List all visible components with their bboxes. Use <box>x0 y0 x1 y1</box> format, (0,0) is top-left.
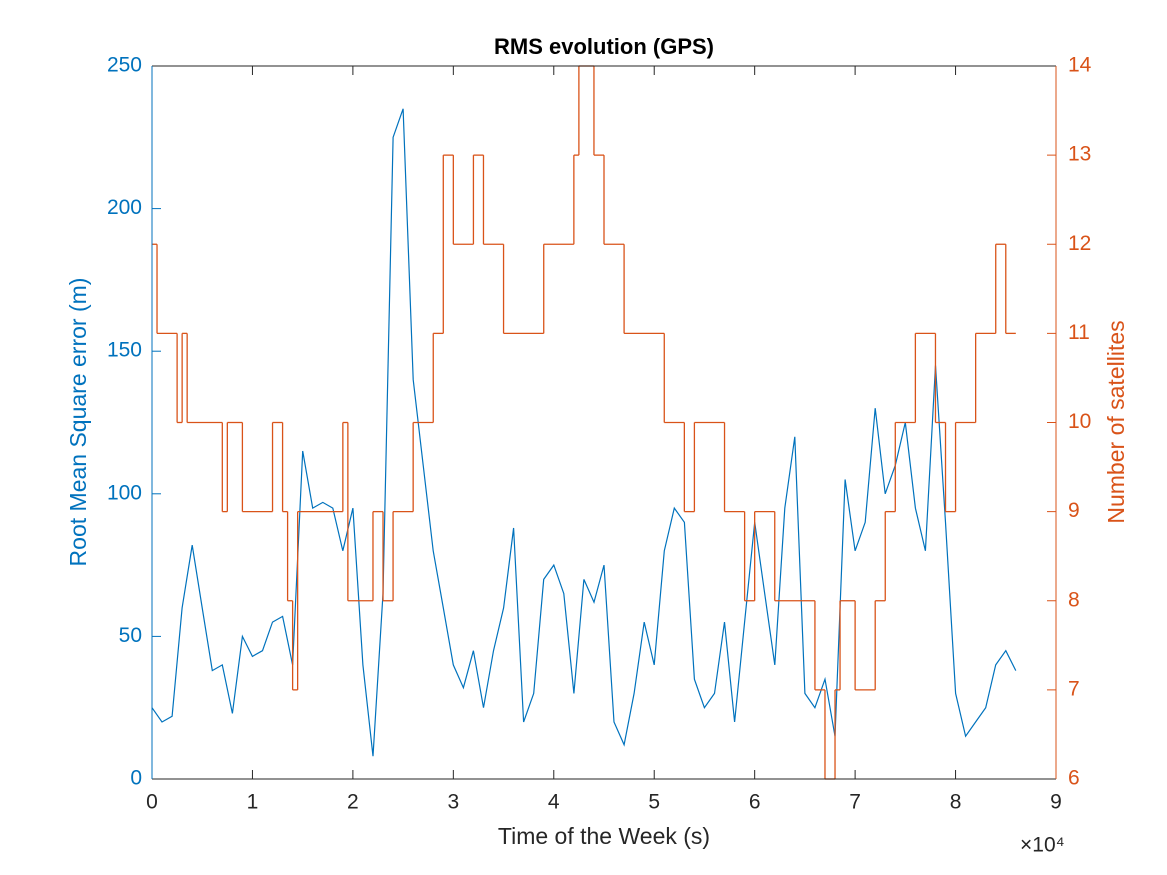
y2-tick-label: 6 <box>1068 767 1080 790</box>
x-multiplier: ×10⁴ <box>1020 834 1065 857</box>
x-tick-label: 7 <box>849 791 861 814</box>
y2-axis-label: Number of satellites <box>1103 320 1129 523</box>
y2-tick-label: 7 <box>1068 677 1080 700</box>
y-tick-label: 200 <box>107 196 142 219</box>
x-tick-label: 0 <box>146 791 158 814</box>
x-tick-label: 1 <box>247 791 259 814</box>
y2-tick-label: 11 <box>1068 321 1090 344</box>
y2-tick-label: 8 <box>1068 588 1080 611</box>
x-tick-label: 4 <box>548 791 560 814</box>
x-tick-label: 9 <box>1050 791 1062 814</box>
y2-tick-label: 13 <box>1068 143 1091 166</box>
y-tick-label: 150 <box>107 339 142 362</box>
x-axis-label: Time of the Week (s) <box>498 823 710 849</box>
y2-tick-label: 14 <box>1068 54 1092 77</box>
y-tick-label: 0 <box>130 767 142 790</box>
y2-tick-label: 12 <box>1068 232 1091 255</box>
y-tick-label: 50 <box>119 624 142 647</box>
x-tick-label: 3 <box>447 791 459 814</box>
y-axis-label: Root Mean Square error (m) <box>65 278 91 567</box>
x-tick-label: 8 <box>950 791 962 814</box>
x-tick-label: 2 <box>347 791 359 814</box>
y2-tick-label: 9 <box>1068 499 1080 522</box>
x-tick-label: 6 <box>749 791 761 814</box>
y2-tick-label: 10 <box>1068 410 1091 433</box>
y-tick-label: 100 <box>107 481 142 504</box>
chart-title: RMS evolution (GPS) <box>494 34 714 59</box>
line-series <box>151 108 1017 757</box>
x-tick-label: 5 <box>648 791 660 814</box>
y-tick-label: 250 <box>107 54 142 77</box>
